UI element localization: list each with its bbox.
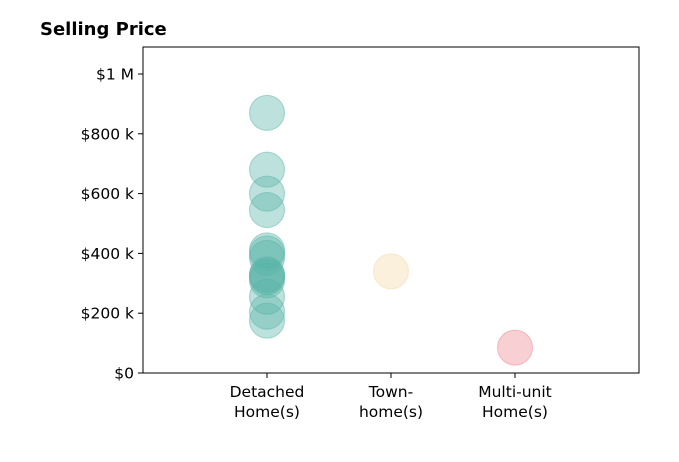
chart-title: Selling Price (40, 19, 167, 40)
y-axis: $0 $200 k $400 k $600 k $800 k $1 M (81, 66, 143, 383)
y-tick-label: $200 k (81, 305, 134, 323)
data-point (249, 94, 285, 131)
data-point (249, 262, 285, 299)
y-tick-label: $0 (114, 365, 134, 383)
y-tick-label: $600 k (81, 185, 134, 203)
data-point (249, 293, 285, 330)
data-point (373, 253, 409, 290)
y-tick-label: $800 k (81, 125, 134, 143)
x-tick-label: Multi-unit Home(s) (478, 383, 552, 421)
plot-frame (142, 46, 640, 374)
x-axis: Detached Home(s) Town-home(s) Multi-unit Hom… (230, 373, 552, 421)
data-point (249, 302, 285, 339)
data-points (249, 94, 533, 366)
x-tick-label: Detached Home(s) (230, 383, 305, 421)
data-point (497, 329, 533, 366)
x-tick-label: Town-home(s) (359, 383, 423, 421)
y-tick-label: $400 k (81, 245, 134, 263)
data-point (249, 175, 285, 212)
y-tick-label: $1 M (96, 66, 134, 84)
data-point (249, 192, 285, 229)
